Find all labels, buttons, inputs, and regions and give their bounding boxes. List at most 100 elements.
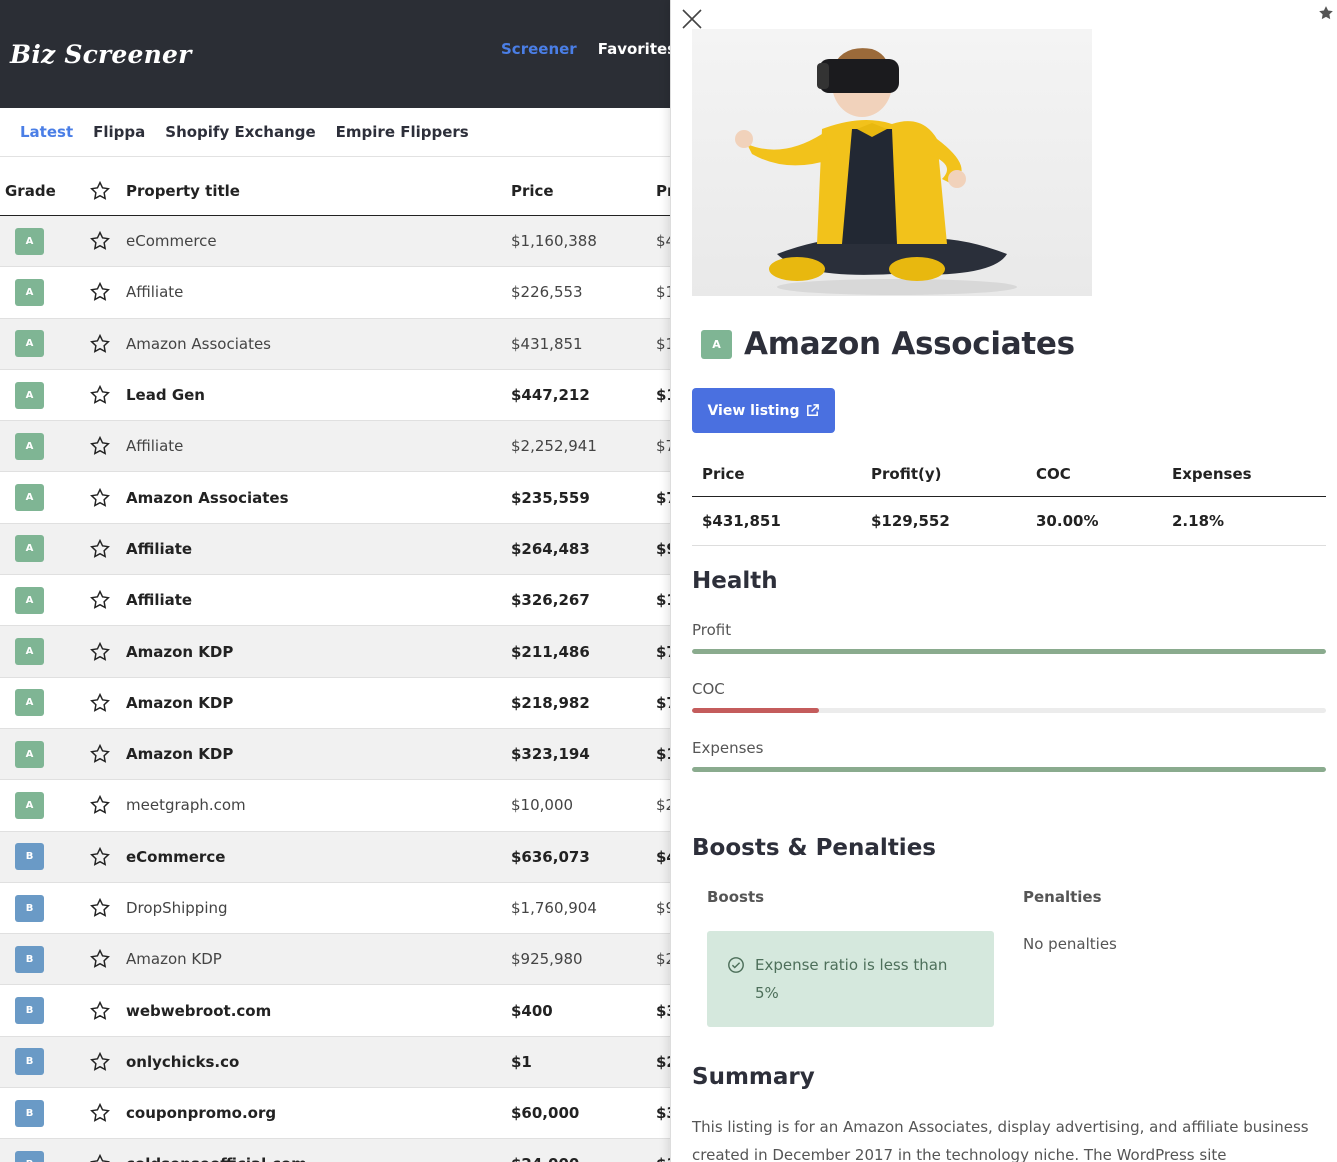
favorite-star-icon[interactable]: [74, 692, 126, 714]
boost-item: Expense ratio is less than 5%: [707, 931, 994, 1027]
column-profit[interactable]: Pr: [656, 181, 670, 200]
table-row[interactable]: A Amazon KDP $218,982 $7: [0, 678, 670, 729]
grade-badge: B: [15, 945, 44, 973]
health-bar-coc-fill: [692, 708, 819, 713]
favorite-star-icon[interactable]: [74, 948, 126, 970]
grade-badge: A: [15, 689, 44, 717]
favorite-star-icon[interactable]: [74, 1051, 126, 1073]
price-cell: $431,851: [511, 334, 583, 353]
grade-cell: A: [0, 638, 74, 666]
property-title-cell[interactable]: meetgraph.com: [126, 796, 246, 815]
profit-cell: $3: [656, 1001, 670, 1020]
property-title-cell[interactable]: couponpromo.org: [126, 1104, 277, 1123]
table-row[interactable]: A Affiliate $226,553 $1: [0, 267, 670, 319]
property-title-cell[interactable]: Amazon Associates: [126, 488, 289, 507]
favorite-star-icon[interactable]: [74, 743, 126, 765]
app-logo[interactable]: Biz Screener: [10, 40, 192, 69]
favorite-star-icon[interactable]: [74, 487, 126, 509]
property-title-cell[interactable]: Amazon KDP: [126, 693, 234, 712]
table-row[interactable]: A Affiliate $264,483 $9: [0, 523, 670, 576]
profit-cell: $2: [656, 796, 670, 815]
table-row[interactable]: A Lead Gen $447,212 $1: [0, 370, 670, 422]
property-title-cell[interactable]: eCommerce: [126, 847, 226, 866]
grade-badge: A: [15, 638, 44, 666]
column-favorite-star-icon[interactable]: [74, 180, 126, 202]
property-title-cell[interactable]: coldsenseofficial.com: [126, 1155, 511, 1162]
stat-header-price: Price: [702, 464, 745, 483]
tab-empire-flippers[interactable]: Empire Flippers: [335, 123, 469, 141]
profit-cell: $1: [656, 283, 670, 302]
nav-screener[interactable]: Screener: [501, 40, 577, 58]
health-label-profit: Profit: [692, 621, 732, 639]
property-title-cell[interactable]: Amazon KDP: [126, 950, 222, 969]
favorite-star-icon[interactable]: [74, 435, 126, 457]
property-title-cell[interactable]: Affiliate: [126, 591, 193, 610]
favorite-star-icon[interactable]: [74, 1153, 126, 1162]
nav-favorites[interactable]: Favorites: [597, 40, 677, 58]
table-row[interactable]: A Amazon Associates $235,559 $7: [0, 472, 670, 524]
grade-badge: B: [15, 997, 44, 1025]
property-title-cell[interactable]: Amazon KDP: [126, 642, 234, 661]
favorite-star-icon[interactable]: [74, 641, 126, 663]
column-price[interactable]: Price: [511, 181, 554, 200]
health-bar-profit: [692, 649, 1326, 654]
favorite-star-icon[interactable]: [74, 538, 126, 560]
price-cell: $226,553: [511, 283, 583, 302]
table-row[interactable]: A Amazon KDP $323,194 $1: [0, 728, 670, 781]
property-title-cell[interactable]: Affiliate: [126, 437, 184, 456]
grade-cell: A: [0, 227, 74, 255]
table-row[interactable]: Bcoldsenseofficial.com$24,000$1: [0, 1139, 670, 1162]
no-penalties-text: No penalties: [1023, 935, 1117, 953]
tab-latest[interactable]: Latest: [20, 123, 74, 141]
property-title-cell[interactable]: Lead Gen: [126, 386, 205, 405]
favorite-star-icon[interactable]: [74, 230, 126, 252]
table-row[interactable]: B DropShipping $1,760,904 $9: [0, 883, 670, 935]
table-row[interactable]: A Amazon Associates $431,851 $1: [0, 318, 670, 370]
property-title-cell[interactable]: Affiliate: [126, 283, 184, 302]
grade-cell: A: [0, 535, 74, 563]
star-filled-icon[interactable]: [1317, 4, 1335, 22]
profit-cell: $1: [656, 1155, 670, 1162]
close-icon[interactable]: [679, 6, 705, 32]
price-cell: $447,212: [511, 386, 590, 405]
favorite-star-icon[interactable]: [74, 384, 126, 406]
price-cell: $636,073: [511, 847, 590, 866]
view-listing-button[interactable]: View listing: [692, 388, 835, 433]
property-title-cell[interactable]: onlychicks.co: [126, 1052, 240, 1071]
tab-shopify-exchange[interactable]: Shopify Exchange: [165, 123, 316, 141]
property-title-cell[interactable]: DropShipping: [126, 899, 228, 917]
table-row[interactable]: A Amazon KDP $211,486 $7: [0, 626, 670, 678]
table-row[interactable]: A Affiliate $2,252,941 $7: [0, 421, 670, 473]
favorite-star-icon[interactable]: [74, 281, 126, 303]
profit-cell: $1: [656, 745, 670, 764]
health-heading: Health: [692, 568, 778, 594]
price-cell: $1: [511, 1052, 532, 1071]
grade-badge: A: [15, 535, 44, 563]
favorite-star-icon[interactable]: [74, 794, 126, 816]
property-title-cell[interactable]: Amazon Associates: [126, 334, 271, 353]
grade-cell: A: [0, 278, 74, 306]
table-row[interactable]: A Affiliate $326,267 $1: [0, 575, 670, 627]
stat-expenses: 2.18%: [1172, 512, 1225, 530]
price-cell: $1,160,388: [511, 232, 597, 251]
favorite-star-icon[interactable]: [74, 589, 126, 611]
favorite-star-icon[interactable]: [74, 1000, 126, 1022]
table-row[interactable]: B Amazon KDP $925,980 $2: [0, 934, 670, 986]
favorite-star-icon[interactable]: [74, 1102, 126, 1124]
property-title-cell[interactable]: webwebroot.com: [126, 1001, 272, 1020]
property-title-cell[interactable]: eCommerce: [126, 232, 217, 251]
property-title-cell[interactable]: Amazon KDP: [126, 745, 234, 764]
tab-flippa[interactable]: Flippa: [93, 123, 146, 141]
column-property-title[interactable]: Property title: [126, 181, 240, 200]
favorite-star-icon[interactable]: [74, 897, 126, 919]
favorite-star-icon[interactable]: [74, 846, 126, 868]
property-title-cell[interactable]: Affiliate: [126, 539, 193, 558]
column-grade[interactable]: Grade: [5, 181, 56, 200]
favorite-star-icon[interactable]: [74, 333, 126, 355]
